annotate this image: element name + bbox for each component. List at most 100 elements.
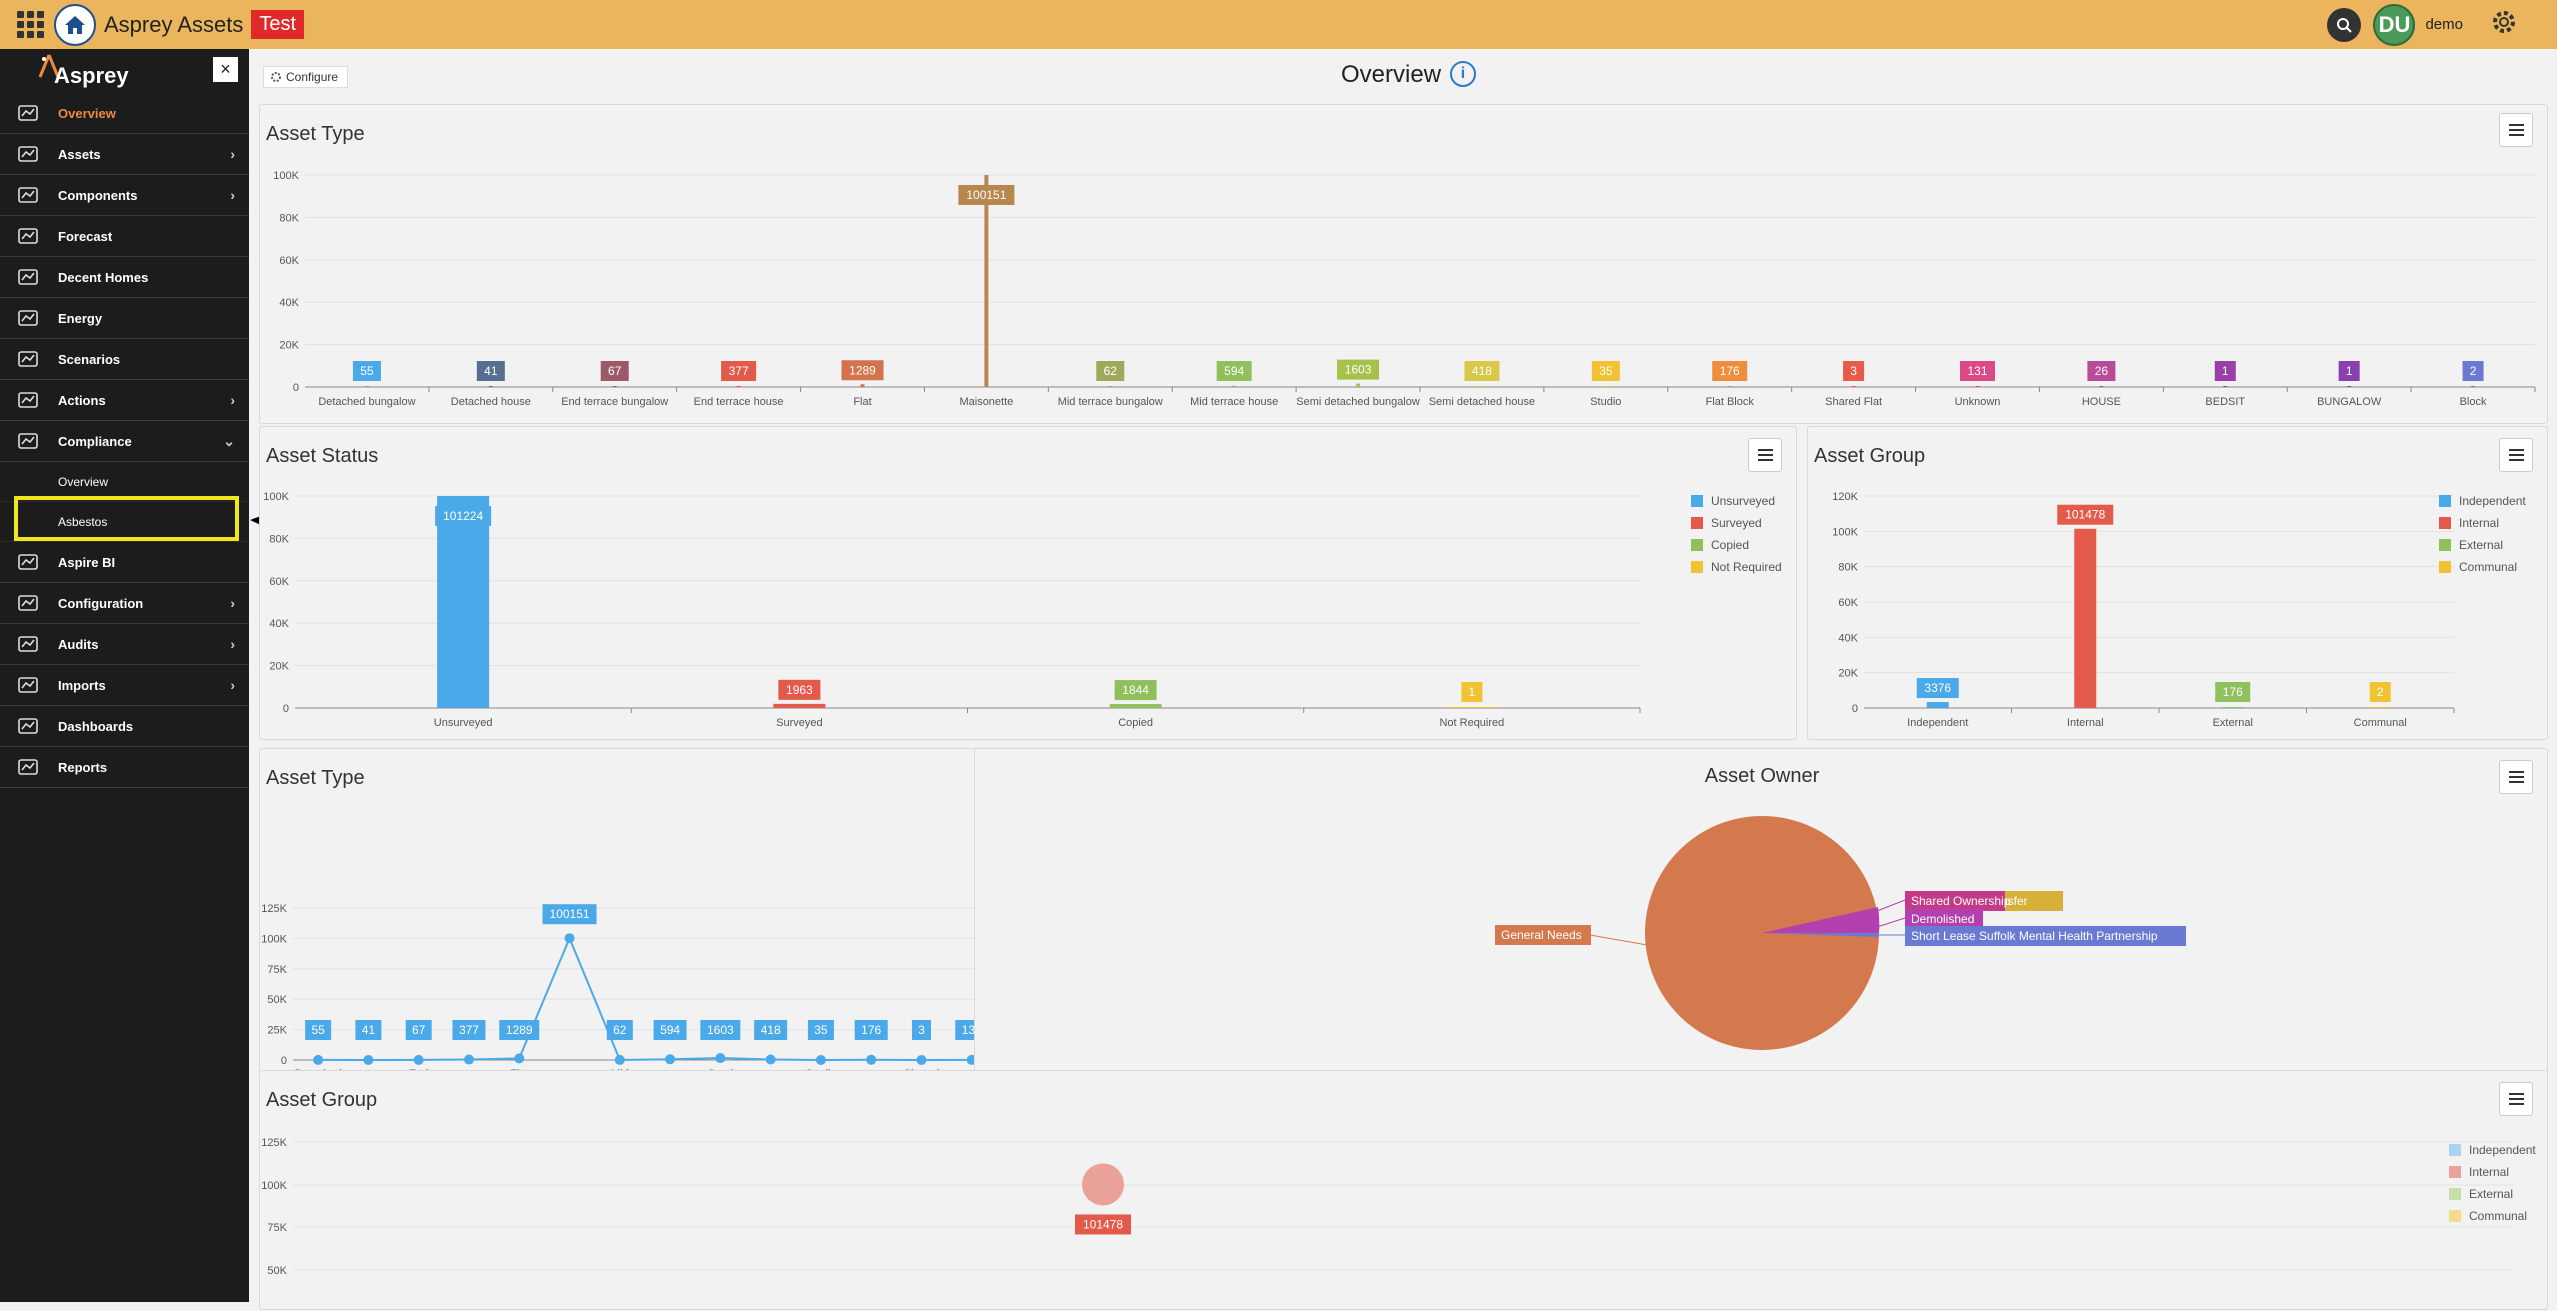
legend-swatch: [2449, 1188, 2461, 1200]
chevron-right-icon: ›: [230, 146, 235, 162]
home-icon[interactable]: [54, 3, 96, 46]
data-label: 1963: [786, 683, 813, 697]
bar: [1851, 386, 1856, 387]
asset-status-panel: Asset Status 0 20K 40K 60K 80K 100K Unsurveyed…: [259, 426, 1797, 740]
data-label-bg: [600, 361, 629, 381]
x-tick-label: BUNGALOW: [2317, 396, 2382, 408]
sidebar-item-aspire-bi[interactable]: Aspire BI: [0, 542, 249, 583]
data-label-bg: [700, 1020, 741, 1040]
report-icon: [14, 755, 42, 779]
data-label: 62: [1104, 364, 1118, 378]
slice-label-bg: [1905, 891, 2005, 911]
sidebar-item-reports[interactable]: Reports: [0, 747, 249, 788]
asbestos-highlight-box: [14, 496, 239, 541]
legend-item: Independent: [2469, 1143, 2536, 1157]
sidebar-subitem-asbestos[interactable]: Asbestos: [0, 502, 249, 542]
sidebar-item-forecast[interactable]: Forecast: [0, 216, 249, 257]
data-label: 100151: [966, 188, 1006, 202]
chart-menu-icon[interactable]: [2499, 113, 2533, 147]
chart-menu-icon[interactable]: [1748, 438, 1782, 472]
data-label-bg: [1075, 1214, 1131, 1235]
data-label-bg: [2087, 361, 2116, 381]
data-label: 55: [311, 1023, 325, 1037]
chevron-down-icon: ⌄: [223, 433, 235, 449]
legend-swatch: [1691, 495, 1703, 507]
data-label-bg: [435, 506, 492, 526]
data-point: [1082, 1163, 1124, 1206]
chart-menu-icon[interactable]: [2499, 760, 2533, 794]
bar: [1975, 386, 1980, 387]
bar: [736, 386, 741, 387]
app-grid-icon[interactable]: [17, 11, 44, 38]
data-label: 594: [1224, 364, 1244, 378]
bar: [2223, 386, 2228, 387]
sidebar-item-actions[interactable]: Actions ›: [0, 380, 249, 421]
y-tick-label: 40K: [1838, 632, 1858, 644]
sidebar-item-energy[interactable]: Energy: [0, 298, 249, 339]
data-label-bg: [1114, 680, 1157, 701]
avatar[interactable]: DU: [2373, 3, 2416, 46]
y-tick-label: 20K: [279, 340, 299, 352]
bar: [2099, 386, 2104, 387]
bar: [1356, 383, 1361, 387]
sidebar-subitem-overview[interactable]: Overview: [0, 462, 249, 502]
bar: [1232, 385, 1237, 387]
legend-item: Not Required: [1711, 560, 1782, 574]
data-label: 101478: [2065, 508, 2105, 522]
sidebar-item-decent-homes[interactable]: Decent Homes: [0, 257, 249, 298]
username[interactable]: demo: [2425, 16, 2463, 33]
pie-slice: [1762, 933, 1879, 937]
bar: [2369, 707, 2392, 708]
bulb-icon: [14, 306, 42, 330]
data-label-bg: [958, 185, 1015, 205]
search-icon[interactable]: [2327, 7, 2362, 42]
data-label: 1603: [1345, 363, 1372, 377]
actions-icon: [14, 388, 42, 412]
legend-swatch: [2439, 561, 2451, 573]
chart-menu-icon[interactable]: [2499, 1082, 2533, 1116]
y-tick-label: 60K: [1838, 597, 1858, 609]
data-label-bg: [911, 1020, 931, 1040]
bar: [612, 386, 617, 387]
close-icon[interactable]: ×: [213, 57, 238, 82]
sidebar-item-components[interactable]: Components ›: [0, 175, 249, 216]
data-label-bg: [476, 361, 505, 381]
y-tick-label: 100K: [273, 170, 299, 182]
env-badge: Test: [251, 10, 305, 39]
sidebar-item-label: Decent Homes: [58, 269, 149, 285]
data-label: 176: [861, 1023, 881, 1037]
asset-type-bar-chart: 0 20K 40K 60K 80K 100K Detached bungalow 55 Deta…: [273, 170, 2536, 408]
info-icon[interactable]: i: [1450, 61, 1476, 87]
legend-swatch: [2439, 495, 2451, 507]
gear-icon[interactable]: [2489, 7, 2519, 42]
data-label: 1289: [506, 1023, 533, 1037]
chart-menu-icon[interactable]: [2499, 438, 2533, 472]
x-tick-label: Mid terrace house: [1190, 396, 1278, 408]
legend-swatch: [2449, 1210, 2461, 1222]
config-icon: [14, 591, 42, 615]
sidebar-item-overview[interactable]: Overview: [0, 93, 249, 134]
data-label: 2: [2377, 685, 2384, 699]
sidebar-item-scenarios[interactable]: Scenarios: [0, 339, 249, 380]
asset-group-bar-chart: 0 20K 40K 60K 80K 100K 120K Independent 3376 Inte…: [1832, 491, 2526, 729]
bar: [1108, 386, 1113, 387]
slice-label: nsfer: [2001, 894, 2028, 908]
sidebar-item-audits[interactable]: Audits ›: [0, 624, 249, 665]
data-label: 594: [660, 1023, 680, 1037]
data-label-bg: [2338, 361, 2360, 381]
sidebar-item-label: Dashboards: [58, 718, 134, 734]
bar: [437, 496, 490, 708]
sidebar-item-configuration[interactable]: Configuration ›: [0, 583, 249, 624]
configure-button[interactable]: Configure: [263, 66, 348, 88]
sidebar-item-compliance[interactable]: Compliance ⌄: [0, 421, 249, 462]
data-label-bg: [2057, 504, 2114, 525]
sidebar-item-imports[interactable]: Imports ›: [0, 665, 249, 706]
sidebar-item-dashboards[interactable]: Dashboards: [0, 706, 249, 747]
legend-swatch: [2449, 1166, 2461, 1178]
sidebar-item-label: Assets: [58, 146, 101, 162]
legend-swatch: [2449, 1144, 2461, 1156]
x-tick-label: External: [2213, 717, 2253, 729]
sidebar-item-assets[interactable]: Assets ›: [0, 134, 249, 175]
sidebar-item-label: Imports: [58, 677, 106, 693]
bar: [773, 703, 826, 708]
